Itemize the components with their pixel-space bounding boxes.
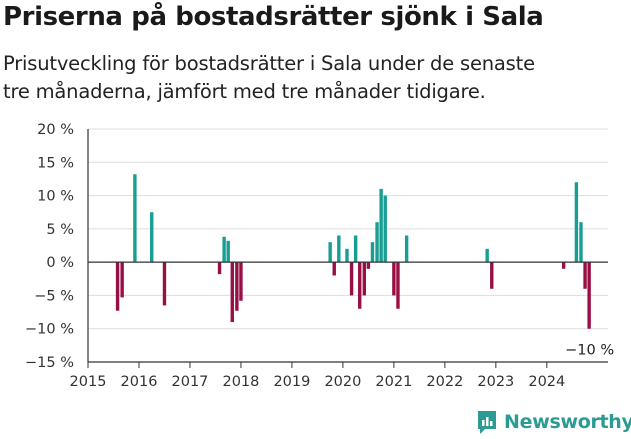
bar [222, 236, 226, 263]
x-tick-label: 2019 [273, 374, 310, 390]
bar [587, 262, 591, 329]
bar [162, 262, 167, 306]
x-tick-label: 2015 [70, 374, 107, 390]
bar [375, 222, 379, 263]
bar [349, 262, 354, 296]
x-tick-label: 2021 [375, 374, 412, 390]
bar [574, 182, 579, 263]
bar [150, 212, 154, 263]
bar [383, 195, 387, 263]
x-tick-label: 2024 [528, 374, 565, 390]
bar [133, 174, 137, 263]
grid-lines [88, 128, 608, 363]
bar [392, 262, 396, 296]
bar [362, 262, 367, 296]
bar [226, 240, 230, 263]
bar [490, 262, 494, 289]
bar [120, 262, 124, 298]
x-tick-label: 2020 [324, 374, 361, 390]
axes [87, 129, 608, 363]
y-tick-label: −15 % [25, 355, 74, 371]
y-tick-label: 10 % [37, 189, 74, 205]
bar [217, 262, 222, 275]
bar [370, 242, 375, 263]
bar [396, 262, 400, 309]
bar [358, 262, 362, 309]
x-tick-label: 2018 [222, 374, 259, 390]
bar [353, 235, 358, 263]
chart-title: Priserna på bostadsrätter sjönk i Sala [3, 2, 544, 32]
bar [345, 248, 349, 263]
bar [337, 235, 341, 263]
bar [332, 262, 336, 276]
x-axis-ticks: 2015 2016 2017 2018 2019 2020 2021 2022 2023 2024 [70, 362, 565, 390]
bar [485, 248, 489, 263]
bar [379, 188, 383, 263]
x-tick-label: 2016 [121, 374, 158, 390]
bar [235, 262, 239, 311]
chart-subtitle: Prisutveckling för bostadsrätter i Sala … [3, 50, 623, 106]
bar [583, 262, 587, 289]
bar [328, 242, 332, 263]
y-tick-label: 20 % [37, 122, 74, 138]
y-axis-ticks: 20 % 15 % 10 % 5 % 0 % −5 % −10 % −15 % [25, 122, 74, 371]
bar [561, 262, 566, 269]
bar [404, 235, 409, 263]
bar [239, 262, 243, 301]
subtitle-line-1: Prisutveckling för bostadsrätter i Sala … [3, 52, 535, 75]
x-tick-label: 2022 [426, 374, 463, 390]
newsworthy-logo-text: Newsworthy [504, 411, 631, 433]
bar [366, 262, 371, 269]
y-tick-label: 15 % [37, 155, 74, 171]
x-tick-label: 2017 [172, 374, 209, 390]
newsworthy-logo-icon [478, 411, 496, 434]
bar [230, 262, 234, 323]
last-value-annotation: −10 % [565, 343, 614, 359]
y-tick-label: 5 % [46, 222, 74, 238]
y-tick-label: −10 % [25, 322, 74, 338]
y-tick-label: 0 % [46, 255, 74, 271]
x-tick-label: 2023 [477, 374, 514, 390]
bar [115, 262, 120, 311]
newsworthy-logo: Newsworthy [476, 407, 631, 437]
bar [579, 222, 583, 263]
bars [115, 174, 591, 329]
subtitle-line-2: tre månaderna, jämfört med tre månader t… [3, 80, 486, 103]
y-tick-label: −5 % [34, 288, 74, 304]
